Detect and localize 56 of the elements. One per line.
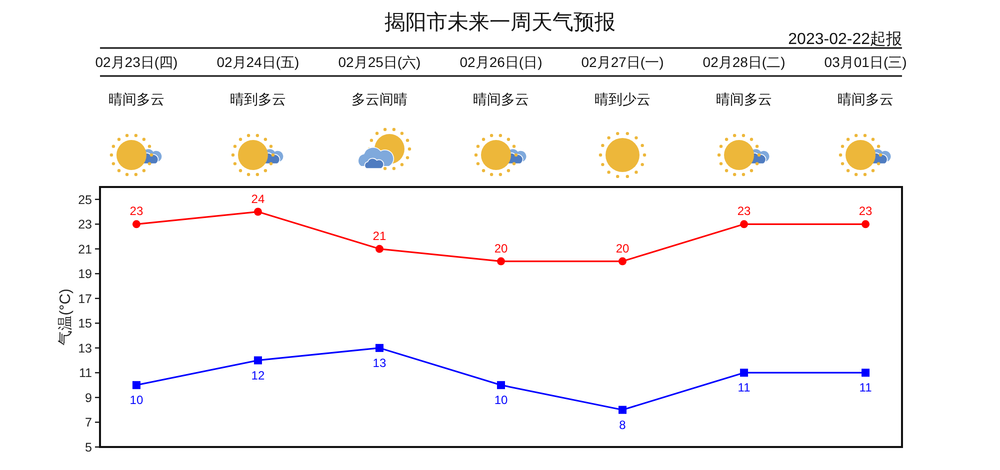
data-label: 23 [858,204,873,218]
data-label: 20 [494,241,508,256]
chart-subtitle: 2023-02-22起报 [788,31,902,48]
text: 晴间多云 [473,91,529,107]
y-tick-label: 23 [78,218,92,232]
y-tick-label: 15 [78,316,92,331]
y-tick-label: 13 [78,341,92,356]
text: 02月25日(六) [338,54,421,70]
y-axis-title: 气温(°C) [57,288,74,346]
text: 02月26日(日) [460,54,542,70]
text: 02月27日(一) [581,54,664,70]
y-tick-label: 7 [85,416,92,430]
chart-title: 揭阳市未来一周天气预报 [384,11,616,34]
text: 02月23日(四) [95,54,178,70]
data-label: 8 [619,418,626,432]
y-tick-label: 25 [78,192,92,207]
data-label: 23 [737,204,752,218]
point [375,244,384,253]
point [862,220,870,228]
point [254,208,262,216]
text: 晴间多云 [716,91,772,107]
data-label: 12 [251,368,265,382]
y-tick-label: 9 [85,390,92,405]
point [132,381,140,390]
point [862,368,870,377]
y-tick-label: 21 [78,242,92,256]
point [132,220,140,228]
point [497,257,505,266]
point [254,356,262,364]
data-label: 10 [494,393,508,408]
y-tick-label: 5 [85,440,92,454]
text: 02月24日(五) [216,54,300,70]
y-tick-label: 19 [78,267,92,282]
data-label: 21 [372,228,386,243]
point [618,257,627,266]
point [618,406,627,414]
point [497,381,505,390]
y-tick-label: 11 [79,366,92,380]
data-label: 20 [616,241,630,256]
data-label: 24 [251,192,265,206]
data-label: 23 [130,204,144,218]
data-label: 11 [738,380,751,395]
text: 晴间多云 [838,91,894,107]
text: 03月01日(三) [824,54,907,70]
point [375,344,384,352]
point [740,368,748,377]
text: 02月28日(二) [702,54,786,70]
y-tick-label: 17 [78,292,92,306]
text: 多云间晴 [351,91,408,107]
data-label: 11 [859,380,872,395]
data-label: 13 [372,356,386,370]
point [740,220,748,228]
text: 晴间多云 [108,91,164,107]
text: 晴到少云 [594,91,651,107]
text: 晴到多云 [230,91,286,107]
data-label: 10 [130,393,144,408]
